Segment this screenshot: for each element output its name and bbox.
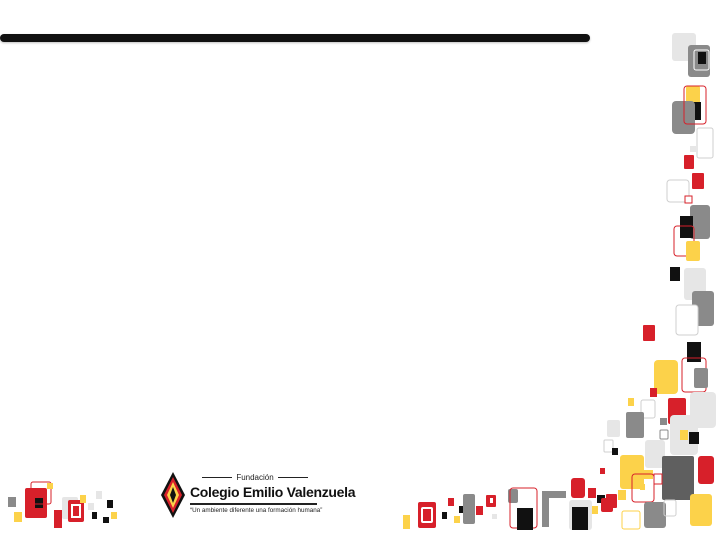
logo-fundacion-text: Fundación — [190, 473, 320, 483]
school-logo: Fundación Colegio Emilio Valenzuela “Un … — [160, 470, 356, 525]
top-divider-bar — [0, 34, 590, 42]
logo-school-name: Colegio Emilio Valenzuela — [190, 484, 356, 500]
shield-crest-icon — [161, 472, 185, 518]
logo-slogan: “Un ambiente diferente una formación hum… — [190, 507, 323, 514]
logo-underline — [190, 503, 317, 505]
